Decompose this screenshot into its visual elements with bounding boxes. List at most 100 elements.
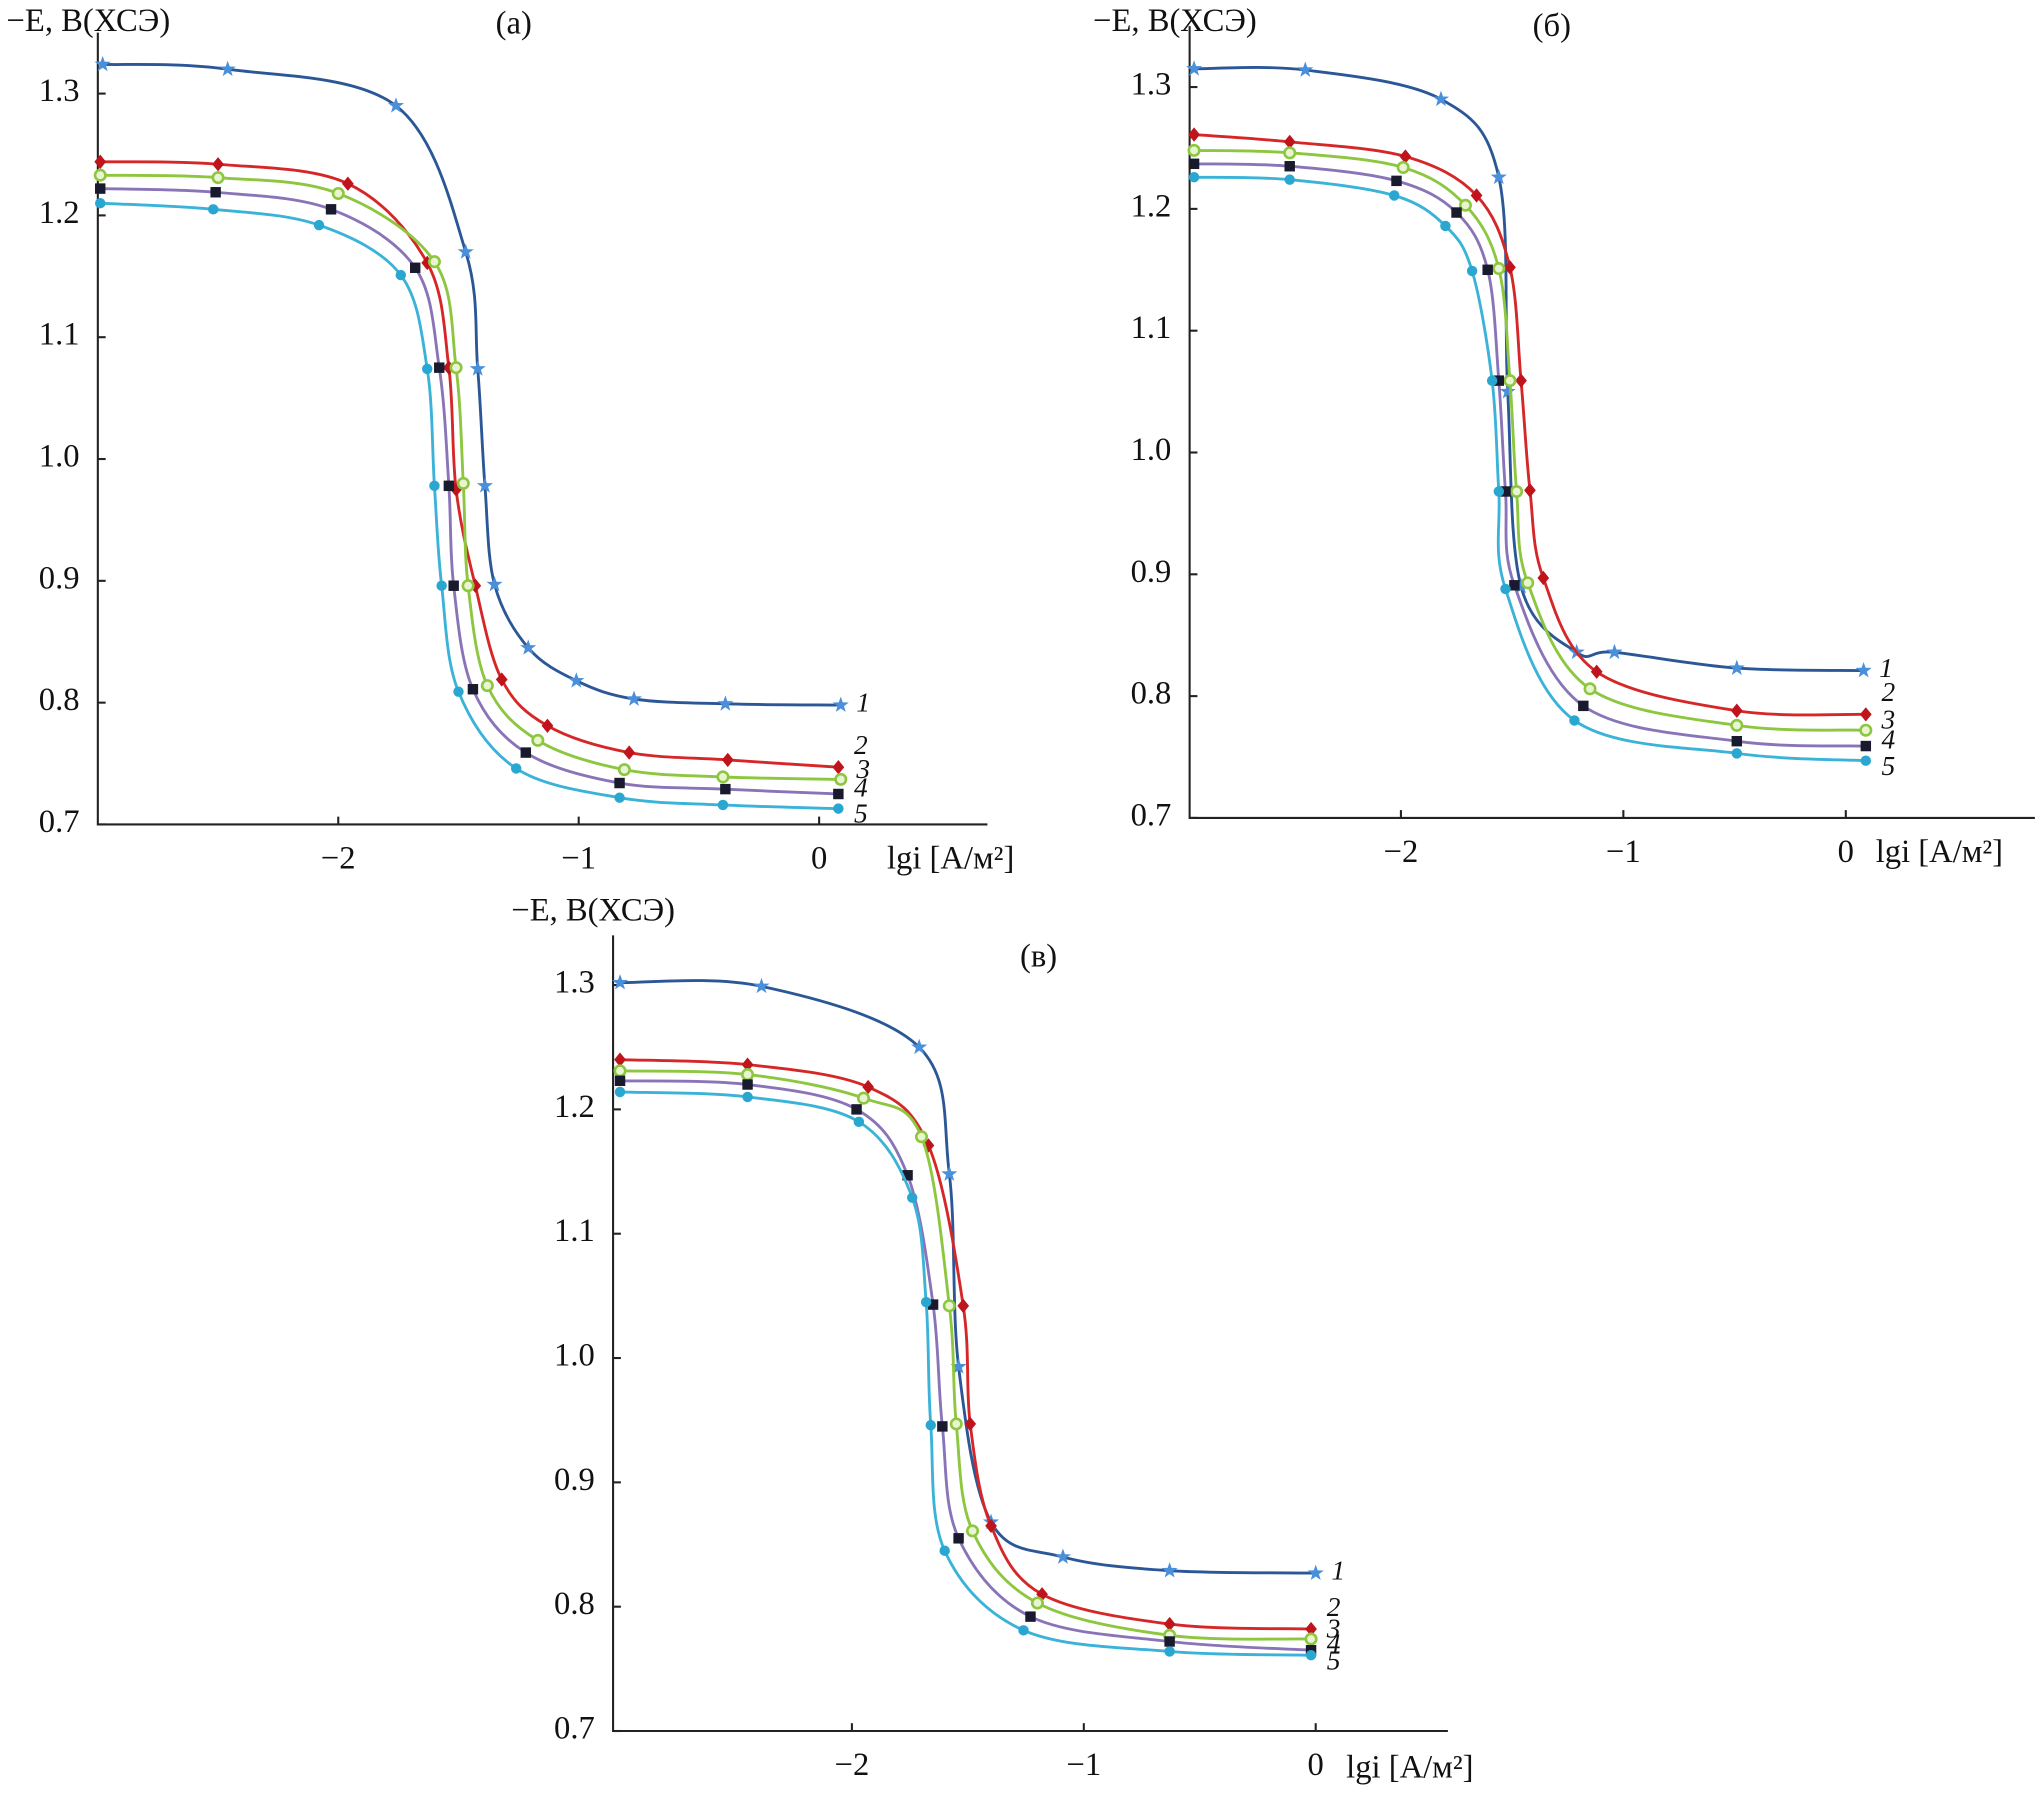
marker	[210, 187, 221, 198]
series-line	[100, 187, 839, 796]
marker	[1537, 570, 1550, 586]
marker	[395, 269, 406, 281]
marker	[1731, 735, 1743, 747]
marker	[965, 1524, 980, 1538]
y-tick-label: 0.8	[554, 1586, 595, 1622]
marker	[1492, 262, 1506, 276]
marker	[914, 1130, 929, 1144]
y-tick-label: 0.8	[1131, 676, 1172, 712]
series-line	[619, 979, 1316, 1575]
marker	[623, 745, 636, 760]
marker	[613, 1064, 627, 1078]
marker	[1859, 707, 1872, 722]
y-tick-label: 0.9	[554, 1462, 595, 1498]
marker	[1025, 1611, 1036, 1622]
chart-panel: −E, В(ХСЭ) (б) lgi [А/м²] 0.7 0.8 0.9 1.0 1.1 1.…	[1093, 3, 2035, 870]
marker	[568, 672, 585, 688]
marker	[409, 262, 421, 273]
marker	[95, 183, 106, 194]
marker	[1054, 1548, 1072, 1564]
marker	[614, 792, 625, 803]
marker	[331, 186, 345, 200]
marker	[1859, 723, 1873, 737]
series-line	[619, 1058, 1312, 1631]
marker	[720, 783, 731, 795]
marker	[1391, 175, 1402, 187]
series-label: 5	[854, 799, 868, 829]
marker	[1606, 643, 1623, 660]
marker	[833, 788, 844, 800]
marker	[313, 219, 325, 231]
series-label: 2	[854, 730, 868, 760]
marker	[1440, 220, 1451, 232]
marker	[1161, 1562, 1178, 1578]
series-line	[619, 1069, 1312, 1641]
marker	[1284, 174, 1295, 185]
panel-label: (в)	[1020, 938, 1057, 974]
marker	[937, 1421, 948, 1432]
marker	[920, 1296, 932, 1308]
y-tick-label: 1.2	[554, 1089, 595, 1125]
marker	[742, 1091, 753, 1103]
marker	[1399, 149, 1412, 164]
marker	[941, 1165, 958, 1181]
x-tick-label: −1	[1066, 1747, 1101, 1783]
marker	[939, 1545, 950, 1556]
marker	[851, 1104, 862, 1115]
marker	[741, 1057, 754, 1072]
marker	[906, 1192, 918, 1203]
x-tick-label: 0	[811, 840, 827, 876]
marker	[717, 695, 734, 711]
x-tick-label: −2	[321, 840, 356, 876]
y-tick-label: 1.1	[554, 1213, 595, 1249]
marker	[1515, 373, 1527, 388]
marker	[1283, 134, 1296, 150]
series-label: 5	[1327, 1645, 1341, 1675]
marker	[449, 361, 463, 375]
marker	[1305, 1649, 1317, 1661]
marker	[1578, 700, 1589, 712]
marker	[1500, 583, 1511, 595]
marker	[427, 255, 441, 269]
marker	[541, 718, 554, 733]
marker	[1590, 664, 1603, 679]
marker	[1728, 659, 1745, 675]
marker	[753, 977, 770, 994]
marker	[1482, 264, 1493, 275]
y-tick-label: 0.9	[1131, 554, 1172, 590]
marker	[833, 803, 844, 814]
series-label: 2	[1881, 677, 1895, 707]
y-tick-label: 0.7	[39, 804, 80, 840]
y-tick-label: 0.7	[1131, 797, 1172, 833]
marker	[486, 576, 503, 592]
marker	[611, 974, 629, 990]
chart-panel: −E, В(ХСЭ) (а) lgi [А/м²] 0.7 0.8 0.9 1.0 1.1 1.…	[7, 3, 1015, 876]
marker	[94, 55, 111, 72]
marker	[1284, 161, 1295, 172]
marker	[1470, 188, 1483, 203]
marker	[1731, 748, 1743, 759]
x-tick-label: −2	[835, 1747, 870, 1783]
series-line	[619, 1090, 1312, 1657]
marker	[1486, 375, 1498, 386]
series-line	[100, 201, 839, 811]
marker	[832, 696, 849, 712]
marker	[911, 1038, 928, 1055]
marker	[480, 679, 494, 693]
marker	[1163, 1616, 1176, 1632]
marker	[964, 1416, 977, 1432]
marker	[742, 1079, 753, 1090]
marker	[422, 363, 433, 375]
series-line	[1194, 162, 1866, 748]
marker	[925, 1419, 936, 1431]
marker	[1186, 60, 1203, 76]
marker	[1860, 740, 1872, 752]
marker	[434, 362, 445, 373]
marker	[717, 799, 729, 811]
marker	[429, 480, 440, 492]
marker	[342, 176, 354, 191]
series-label: 2	[1327, 1592, 1341, 1622]
y-tick-label: 1.2	[39, 195, 80, 231]
marker	[531, 733, 545, 747]
